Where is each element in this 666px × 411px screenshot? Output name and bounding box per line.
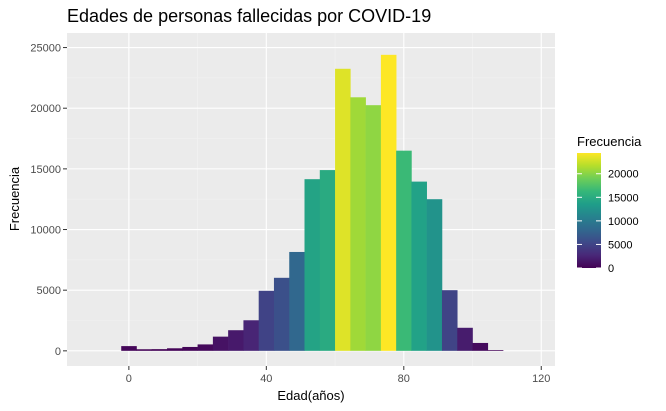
histogram-bar bbox=[426, 199, 443, 351]
histogram-bar bbox=[350, 97, 366, 351]
x-tick-label: 0 bbox=[126, 373, 132, 385]
y-axis-ticks: 0 5000 10000 15000 20000 25000 bbox=[30, 43, 67, 358]
histogram-bar bbox=[457, 327, 473, 351]
legend-tick-label: 0 bbox=[608, 263, 614, 275]
histogram-bar bbox=[319, 170, 336, 351]
histogram-bar bbox=[228, 330, 244, 351]
x-tick-label: 120 bbox=[532, 373, 550, 385]
x-tick-label: 80 bbox=[398, 373, 410, 385]
y-tick-label: 5000 bbox=[37, 285, 61, 297]
y-tick-label: 20000 bbox=[30, 103, 61, 115]
legend-tick-label: 15000 bbox=[608, 192, 639, 204]
legend-colorbar bbox=[577, 153, 601, 268]
histogram-bar bbox=[304, 179, 321, 351]
histogram-bar bbox=[487, 350, 504, 351]
x-tick-label: 40 bbox=[260, 373, 272, 385]
y-tick-label: 0 bbox=[55, 346, 61, 358]
histogram-bar bbox=[243, 320, 259, 351]
histogram-bar bbox=[396, 150, 412, 351]
histogram-bar bbox=[441, 290, 458, 351]
x-axis-ticks: 0 40 80 120 bbox=[126, 366, 550, 385]
histogram-bar bbox=[380, 54, 397, 351]
histogram-bar bbox=[472, 342, 489, 351]
histogram-bar bbox=[335, 68, 351, 351]
histogram-bar bbox=[411, 181, 427, 351]
histogram-bar bbox=[289, 251, 305, 351]
legend: Frecuencia 0 5000 10000 15000 20000 bbox=[577, 134, 642, 275]
histogram-bar bbox=[258, 290, 275, 351]
x-axis-title: Edad(años) bbox=[277, 388, 344, 403]
legend-tick-label: 5000 bbox=[608, 239, 632, 251]
y-tick-label: 10000 bbox=[30, 225, 61, 237]
histogram-bar bbox=[273, 277, 290, 351]
legend-title: Frecuencia bbox=[577, 134, 642, 149]
histogram-bars bbox=[121, 54, 504, 351]
y-tick-label: 15000 bbox=[30, 164, 61, 176]
y-axis-title: Frecuencia bbox=[7, 166, 22, 231]
histogram-bar bbox=[167, 348, 183, 351]
legend-ticks: 0 5000 10000 15000 20000 bbox=[577, 169, 639, 275]
histogram-bar bbox=[121, 346, 137, 351]
histogram-bar bbox=[197, 344, 214, 351]
histogram-bar bbox=[182, 346, 198, 351]
legend-tick-label: 20000 bbox=[608, 169, 639, 181]
histogram-bar bbox=[151, 349, 168, 351]
y-tick-label: 25000 bbox=[30, 43, 61, 55]
chart-title: Edades de personas fallecidas por COVID-… bbox=[67, 6, 431, 26]
legend-tick-label: 10000 bbox=[608, 216, 639, 228]
histogram-bar bbox=[365, 105, 382, 351]
histogram-bar bbox=[212, 336, 229, 351]
histogram-bar bbox=[136, 349, 153, 351]
